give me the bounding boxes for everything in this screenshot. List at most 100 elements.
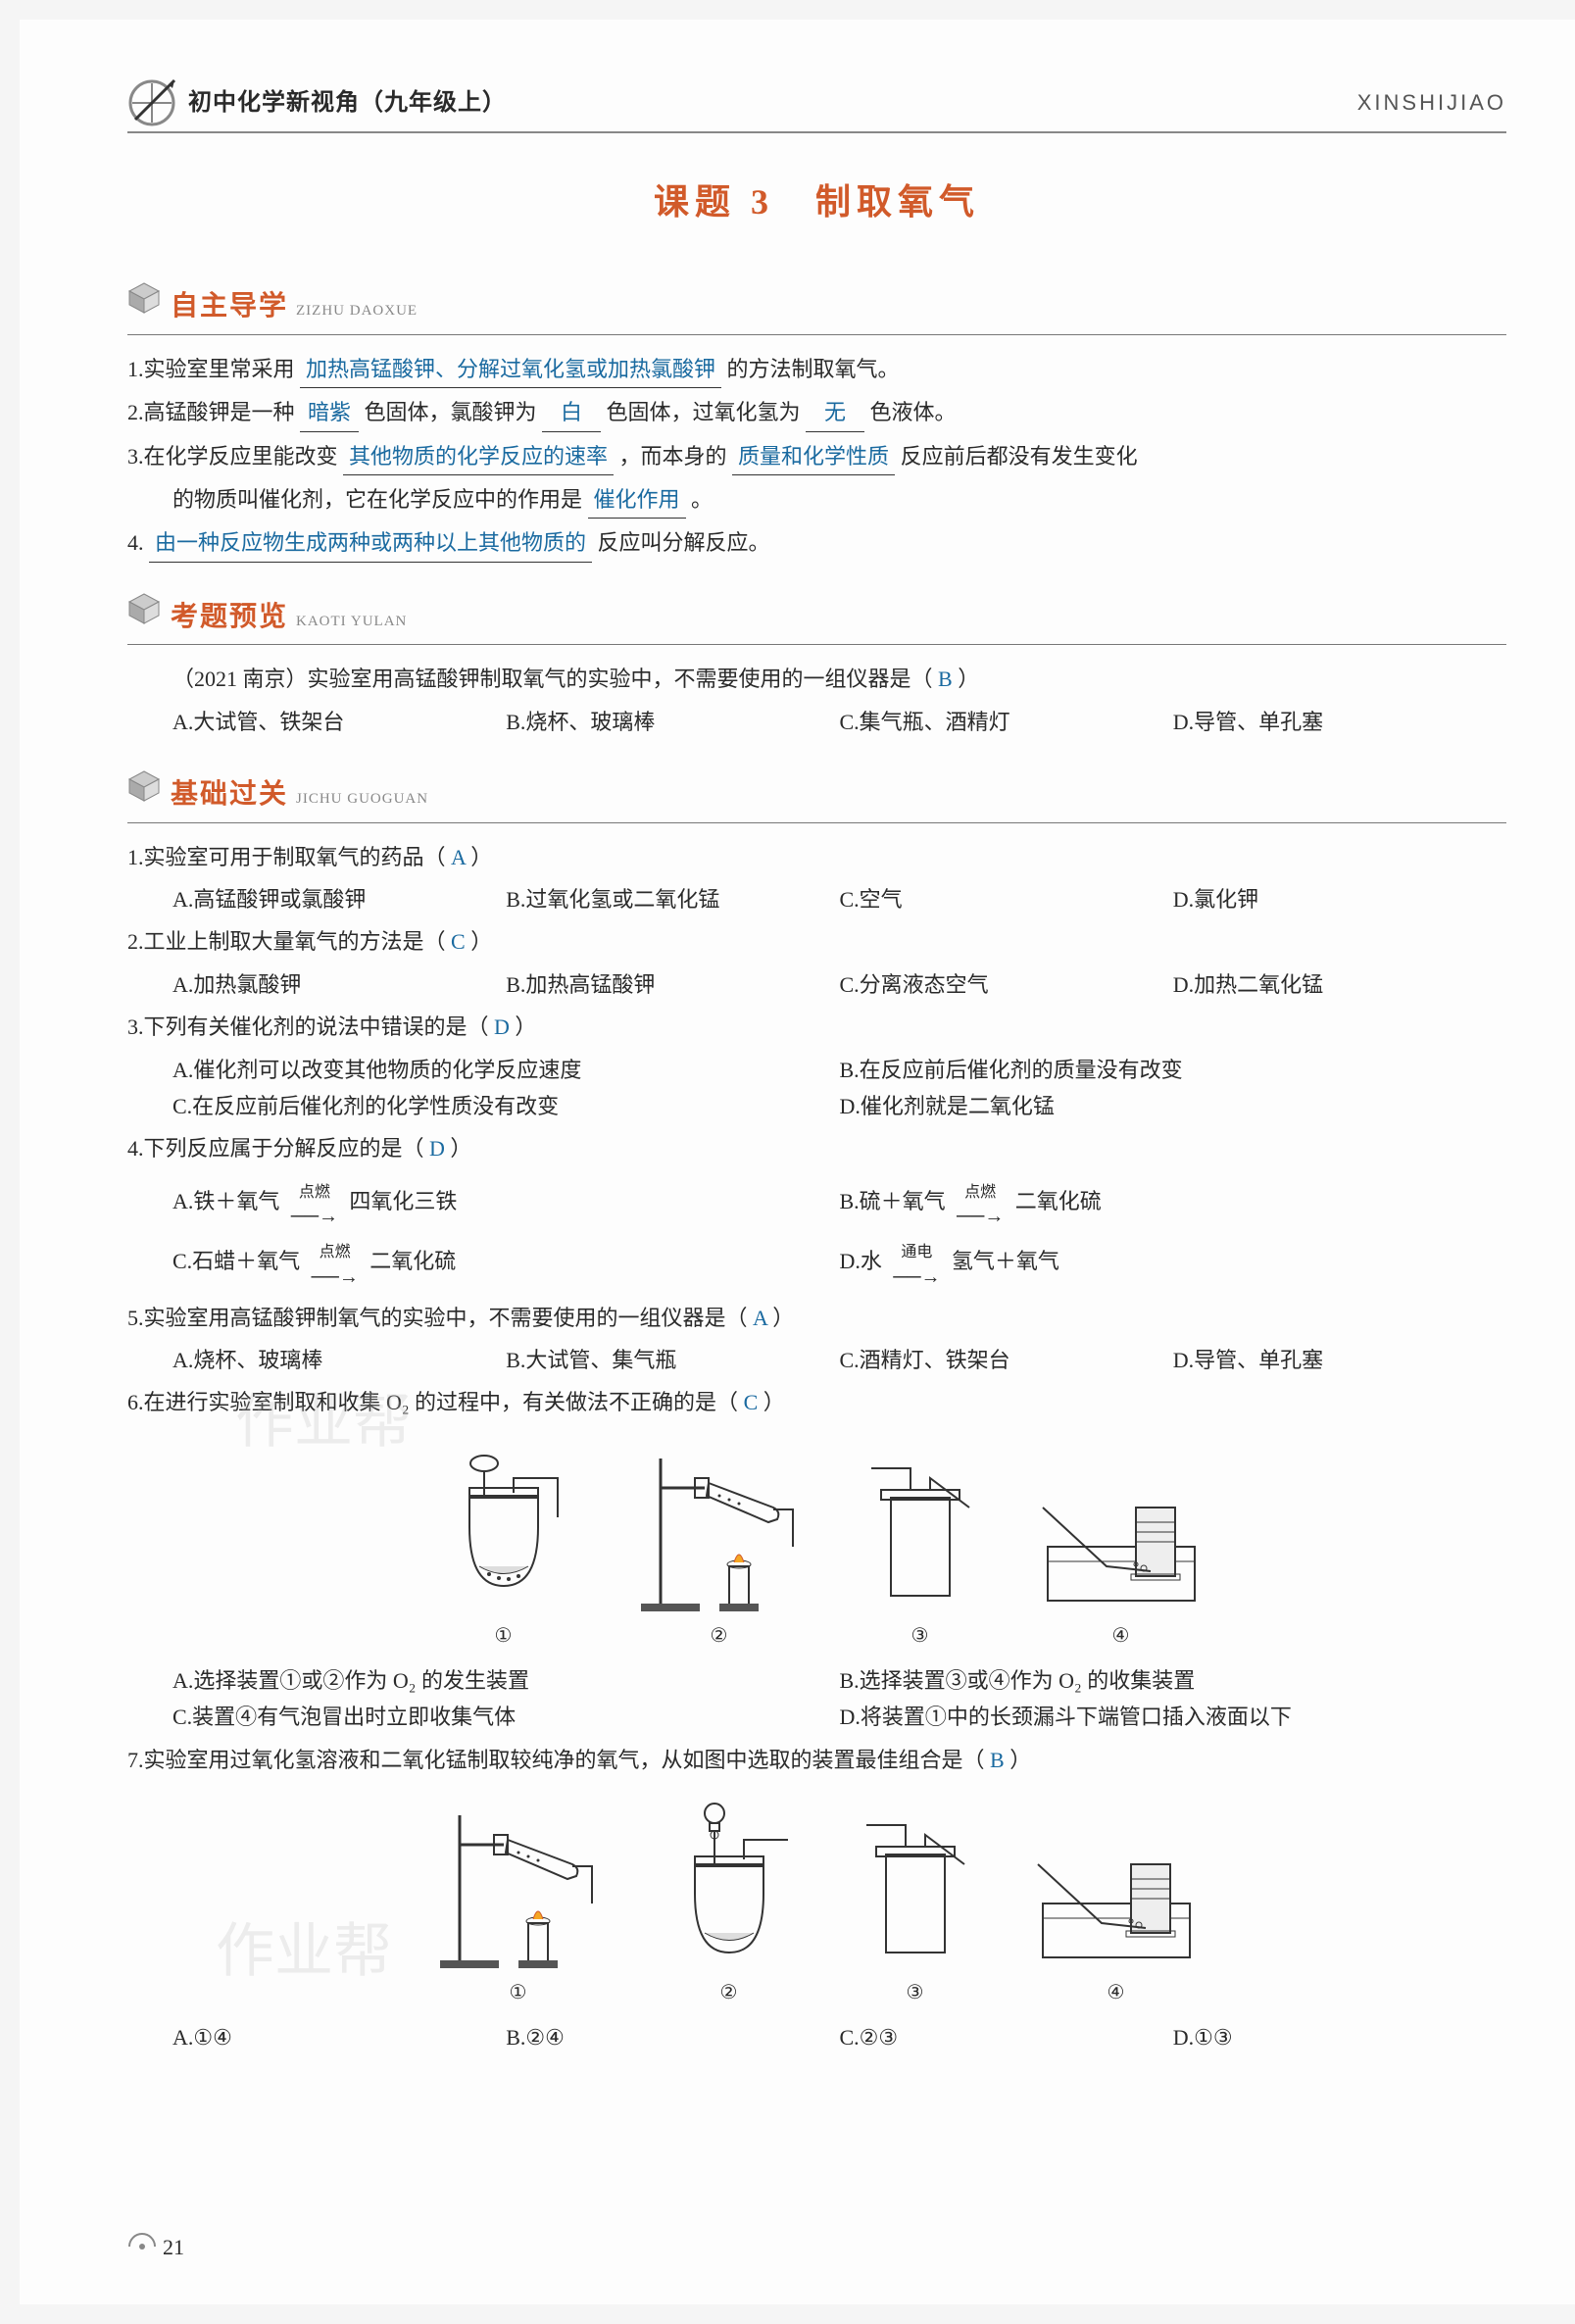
text: 色液体。 bbox=[870, 400, 957, 424]
option-b: B.选择装置③或④作为 O₂ 的收集装置 bbox=[840, 1662, 1507, 1699]
condition: 点燃 bbox=[320, 1244, 351, 1261]
page-number-badge: 21 bbox=[127, 2229, 184, 2265]
option-d: D.加热二氧化锰 bbox=[1173, 966, 1506, 1003]
opt-pre: A.铁＋氧气 bbox=[172, 1189, 279, 1213]
jichu-q2-options: A.加热氯酸钾 B.加热高锰酸钾 C.分离液态空气 D.加热二氧化锰 bbox=[127, 966, 1506, 1003]
jichu-q1-options: A.高锰酸钾或氯酸钾 B.过氧化氢或二氧化锰 C.空气 D.氯化钾 bbox=[127, 881, 1506, 917]
answer: D bbox=[494, 1014, 510, 1039]
option-d: D.氯化钾 bbox=[1173, 881, 1506, 917]
jichu-q4-stem: 4.下列反应属于分解反应的是（ D ） bbox=[127, 1130, 1506, 1166]
fill-q3-cont: 的物质叫催化剂，它在化学反应中的作用是 催化作用 。 bbox=[127, 481, 1506, 519]
fill-q2: 2.高锰酸钾是一种 暗紫 色固体，氯酸钾为 白 色固体，过氧化氢为 无 色液体。 bbox=[127, 394, 1506, 431]
stem-close: ） bbox=[515, 1014, 536, 1039]
fill-blank: 催化作用 bbox=[588, 481, 686, 519]
option-b: B.大试管、集气瓶 bbox=[506, 1342, 839, 1378]
fill-q4: 4. 由一种反应物生成两种或两种以上其他物质的 反应叫分解反应。 bbox=[127, 524, 1506, 562]
stem-close: ） bbox=[470, 845, 492, 869]
diagram-label: ① bbox=[495, 1619, 513, 1653]
cube-icon bbox=[127, 281, 161, 315]
opt-post: 四氧化三铁 bbox=[349, 1189, 457, 1213]
cube-icon bbox=[127, 592, 161, 625]
q7-diagrams: ① ② ③ bbox=[127, 1796, 1506, 2009]
option-b: B.②④ bbox=[506, 2019, 839, 2055]
option-b: B.加热高锰酸钾 bbox=[506, 966, 839, 1003]
stem-text: （2021 南京）实验室用高锰酸钾制取氧气的实验中，不需要使用的一组仪器是（ bbox=[172, 667, 933, 691]
page-header: 初中化学新视角（九年级上） XINSHIJIAO bbox=[127, 78, 1506, 133]
jichu-q5-options: A.烧杯、玻璃棒 B.大试管、集气瓶 C.酒精灯、铁架台 D.导管、单孔塞 bbox=[127, 1342, 1506, 1378]
option-b: B.烧杯、玻璃棒 bbox=[506, 704, 839, 740]
option-a: A.催化剂可以改变其他物质的化学反应速度 bbox=[172, 1052, 840, 1088]
reaction-arrow-icon: 点燃──→ bbox=[951, 1173, 1009, 1233]
option-d: D.水 通电──→ 氢气＋氧气 bbox=[840, 1233, 1507, 1293]
option-c: C.分离液态空气 bbox=[840, 966, 1173, 1003]
diagram-label: ③ bbox=[911, 1619, 929, 1653]
page-corner-icon bbox=[127, 2232, 157, 2261]
option-d: D.①③ bbox=[1173, 2019, 1506, 2055]
flask-funnel-icon bbox=[430, 1439, 577, 1615]
option-d: D.导管、单孔塞 bbox=[1173, 1342, 1506, 1378]
opt-pre: D.水 bbox=[840, 1249, 882, 1273]
stem-close: ） bbox=[450, 1136, 471, 1161]
diagram-3: ③ bbox=[861, 1459, 979, 1653]
option-c: C.②③ bbox=[840, 2019, 1173, 2055]
diagram-label: ③ bbox=[907, 1976, 924, 2009]
diagram-4: ④ bbox=[1038, 1478, 1205, 1653]
text: 反应前后都没有发生变化 bbox=[901, 444, 1138, 469]
section-title: 考题预览 bbox=[171, 594, 288, 641]
kaoti-options: A.大试管、铁架台 B.烧杯、玻璃棒 C.集气瓶、酒精灯 D.导管、单孔塞 bbox=[127, 704, 1506, 740]
option-a: A.烧杯、玻璃棒 bbox=[172, 1342, 506, 1378]
option-c: C.空气 bbox=[840, 881, 1173, 917]
option-c: C.在反应前后催化剂的化学性质没有改变 bbox=[172, 1088, 840, 1124]
stem-text: 7.实验室用过氧化氢溶液和二氧化锰制取较纯净的氧气，从如图中选取的装置最佳组合是… bbox=[127, 1748, 985, 1772]
condition: 点燃 bbox=[964, 1184, 996, 1201]
gas-jar-icon bbox=[857, 1815, 974, 1972]
stem-close: ） bbox=[763, 1390, 785, 1414]
text: 的方法制取氧气。 bbox=[727, 357, 900, 381]
diagram-2: ② bbox=[661, 1796, 798, 2009]
diagram-1: ① bbox=[430, 1439, 577, 1653]
option-c: C.集气瓶、酒精灯 bbox=[840, 704, 1173, 740]
cube-icon bbox=[127, 769, 161, 803]
jichu-q5-stem: 5.实验室用高锰酸钾制氧气的实验中，不需要使用的一组仪器是（ A ） bbox=[127, 1300, 1506, 1336]
water-trough-icon bbox=[1033, 1835, 1200, 1972]
stem-text: 6.在进行实验室制取和收集 O₂ 的过程中，有关做法不正确的是（ bbox=[127, 1390, 738, 1414]
fill-q1: 1.实验室里常采用 加热高锰酸钾、分解过氧化氢或加热氯酸钾 的方法制取氧气。 bbox=[127, 351, 1506, 388]
stem-text: 1.实验室可用于制取氧气的药品（ bbox=[127, 845, 446, 869]
option-a: A.铁＋氧气 点燃──→ 四氧化三铁 bbox=[172, 1173, 840, 1233]
section-jichu-head: 基础过关 JICHU GUOGUAN bbox=[127, 769, 1506, 823]
q6-diagrams: ① ② ③ bbox=[127, 1439, 1506, 1653]
section-zizhu-head: 自主导学 ZIZHU DAOXUE bbox=[127, 281, 1506, 335]
diagram-3: ③ bbox=[857, 1815, 974, 2009]
jichu-q3-stem: 3.下列有关催化剂的说法中错误的是（ D ） bbox=[127, 1009, 1506, 1045]
opt-post: 二氧化硫 bbox=[369, 1249, 456, 1273]
diagram-label: ② bbox=[720, 1976, 738, 2009]
answer: D bbox=[429, 1136, 445, 1161]
option-c: C.酒精灯、铁架台 bbox=[840, 1342, 1173, 1378]
fill-q3: 3.在化学反应里能改变 其他物质的化学反应的速率 ，而本身的 质量和化学性质 反… bbox=[127, 438, 1506, 475]
stem-close: ） bbox=[470, 929, 492, 954]
section-title: 自主导学 bbox=[171, 283, 288, 330]
text: 。 bbox=[691, 487, 713, 512]
text: 的物质叫催化剂，它在化学反应中的作用是 bbox=[172, 487, 582, 512]
kaoti-stem: （2021 南京）实验室用高锰酸钾制取氧气的实验中，不需要使用的一组仪器是（ B… bbox=[127, 661, 1506, 697]
answer: A bbox=[753, 1306, 767, 1330]
diagram-4: ④ bbox=[1033, 1835, 1200, 2009]
option-a: A.大试管、铁架台 bbox=[172, 704, 506, 740]
answer: C bbox=[451, 929, 466, 954]
stem-text: 4.下列反应属于分解反应的是（ bbox=[127, 1136, 424, 1161]
diagram-label: ① bbox=[510, 1976, 527, 2009]
jichu-q7-stem: 7.实验室用过氧化氢溶液和二氧化锰制取较纯净的氧气，从如图中选取的装置最佳组合是… bbox=[127, 1742, 1506, 1778]
fill-blank: 白 bbox=[542, 394, 601, 431]
text: 3.在化学反应里能改变 bbox=[127, 444, 338, 469]
text: 1.实验室里常采用 bbox=[127, 357, 295, 381]
fill-blank: 暗紫 bbox=[300, 394, 359, 431]
stem-text: 2.工业上制取大量氧气的方法是（ bbox=[127, 929, 446, 954]
text: 反应叫分解反应。 bbox=[598, 530, 770, 555]
header-pinyin: XINSHIJIAO bbox=[1357, 84, 1506, 121]
answer: C bbox=[744, 1390, 759, 1414]
stem-text: 5.实验室用高锰酸钾制氧气的实验中，不需要使用的一组仪器是（ bbox=[127, 1306, 748, 1330]
diagram-label: ④ bbox=[1112, 1619, 1130, 1653]
gas-jar-icon bbox=[861, 1459, 979, 1615]
jichu-q7-options: A.①④ B.②④ C.②③ D.①③ bbox=[127, 2019, 1506, 2055]
option-b: B.过氧化氢或二氧化锰 bbox=[506, 881, 839, 917]
